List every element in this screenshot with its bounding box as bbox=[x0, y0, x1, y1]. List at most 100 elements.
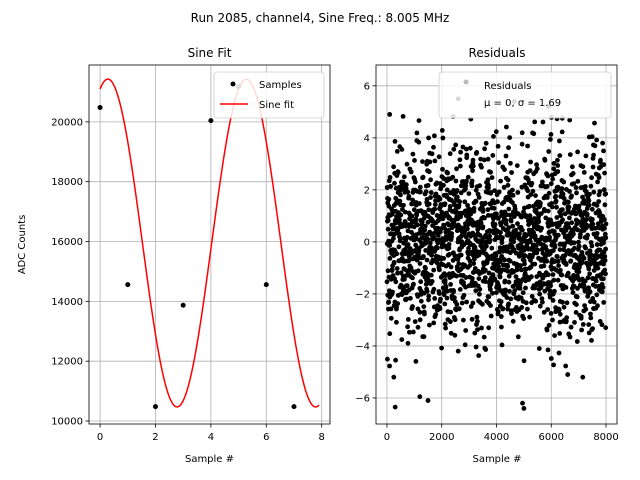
residual-point bbox=[461, 292, 467, 298]
residual-point bbox=[408, 169, 414, 175]
residual-point bbox=[582, 201, 587, 206]
residual-point bbox=[394, 266, 400, 271]
sample-point bbox=[208, 118, 214, 124]
residual-point bbox=[453, 142, 459, 148]
residual-point bbox=[498, 314, 504, 319]
residual-point bbox=[505, 306, 511, 312]
residual-point bbox=[596, 175, 602, 180]
residual-point bbox=[570, 171, 576, 176]
residuals-legend: Residuals μ = 0, σ = 1.69 bbox=[438, 71, 612, 119]
residual-point bbox=[397, 217, 402, 223]
residual-point bbox=[395, 170, 401, 176]
residual-point bbox=[389, 267, 395, 272]
residual-point bbox=[533, 298, 539, 304]
residual-point bbox=[500, 306, 506, 311]
residual-point bbox=[410, 329, 416, 335]
residual-point bbox=[448, 330, 454, 336]
residual-point bbox=[530, 188, 536, 194]
residual-point bbox=[560, 207, 565, 213]
residual-point bbox=[463, 183, 469, 189]
residual-point bbox=[479, 164, 484, 170]
residual-point bbox=[428, 272, 434, 278]
residual-point bbox=[498, 222, 504, 228]
residual-point bbox=[420, 174, 426, 180]
sine-fit-legend-box bbox=[213, 71, 325, 119]
residual-point bbox=[490, 290, 495, 296]
residual-point bbox=[418, 298, 424, 304]
residual-point bbox=[586, 322, 592, 327]
residual-point bbox=[388, 184, 393, 189]
residual-point bbox=[567, 117, 573, 123]
residual-point bbox=[431, 286, 437, 292]
residual-outlier-point bbox=[392, 404, 398, 410]
residual-point bbox=[439, 345, 444, 351]
residual-point bbox=[603, 246, 608, 252]
residual-point bbox=[602, 217, 607, 222]
residual-point bbox=[476, 225, 482, 231]
residual-point bbox=[477, 291, 482, 297]
residual-point bbox=[404, 161, 410, 167]
residual-point bbox=[493, 129, 499, 135]
residual-point bbox=[448, 309, 453, 315]
residual-point bbox=[510, 318, 516, 324]
residual-point bbox=[573, 310, 579, 315]
residual-point bbox=[398, 236, 403, 242]
residual-point bbox=[505, 177, 511, 183]
residual-point bbox=[511, 247, 517, 253]
residual-point bbox=[546, 322, 552, 328]
residual-point bbox=[479, 325, 484, 331]
residual-point bbox=[603, 271, 608, 277]
residual-point bbox=[573, 211, 579, 217]
residual-point bbox=[589, 243, 595, 249]
residual-point bbox=[406, 270, 411, 276]
residual-point bbox=[466, 246, 471, 251]
residual-point bbox=[600, 140, 605, 146]
sine-fit-grid bbox=[89, 65, 330, 424]
residual-outlier-point bbox=[580, 374, 586, 380]
residual-point bbox=[561, 304, 567, 310]
residual-point bbox=[601, 261, 606, 267]
residual-point bbox=[469, 276, 475, 281]
residual-point bbox=[465, 226, 470, 232]
residuals-x-ticks: 0 2000 4000 6000 8000 bbox=[384, 424, 619, 443]
residual-point bbox=[428, 190, 434, 196]
residual-point bbox=[443, 285, 449, 290]
sine-fit-y-tick-label: 18000 bbox=[51, 177, 83, 188]
residual-point bbox=[485, 207, 491, 213]
residual-point bbox=[426, 169, 432, 175]
residual-point bbox=[405, 317, 411, 322]
residual-point bbox=[384, 279, 390, 285]
residual-point bbox=[448, 319, 453, 324]
residual-point bbox=[591, 189, 597, 195]
residual-point bbox=[410, 275, 415, 281]
residual-point bbox=[463, 328, 469, 333]
residual-point bbox=[457, 157, 463, 163]
residual-point bbox=[540, 299, 545, 305]
residual-point bbox=[404, 283, 410, 288]
residual-point bbox=[523, 285, 528, 291]
legend-residuals-stats: μ = 0, σ = 1.69 bbox=[484, 98, 561, 109]
residual-point bbox=[429, 252, 434, 258]
residual-point bbox=[503, 218, 509, 223]
residuals-legend-box bbox=[438, 71, 612, 119]
residual-point bbox=[446, 252, 452, 257]
residual-point bbox=[506, 206, 512, 212]
residual-point bbox=[592, 120, 597, 126]
residual-point bbox=[478, 156, 484, 162]
residual-point bbox=[394, 251, 400, 257]
residual-point bbox=[548, 137, 553, 142]
residual-point bbox=[405, 242, 411, 248]
residual-point bbox=[505, 264, 511, 269]
residual-point bbox=[578, 315, 584, 321]
residual-point bbox=[416, 247, 422, 253]
residual-point bbox=[502, 257, 507, 263]
residual-point bbox=[556, 350, 562, 356]
residual-point bbox=[416, 201, 422, 206]
residual-point bbox=[482, 215, 487, 221]
residual-point bbox=[523, 300, 529, 306]
residual-point bbox=[485, 213, 491, 218]
samples-layer bbox=[97, 84, 297, 410]
residual-point bbox=[541, 263, 547, 269]
residual-point bbox=[388, 306, 394, 312]
